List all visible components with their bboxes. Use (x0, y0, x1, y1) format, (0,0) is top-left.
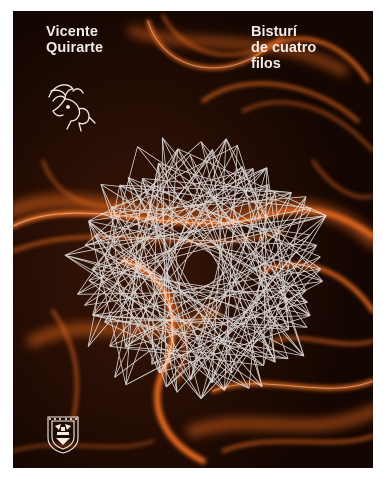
string-art-line (84, 138, 227, 306)
author-line-2: Quirarte (46, 40, 104, 56)
string-art-line (137, 146, 305, 357)
string-art-line (91, 268, 250, 389)
string-art-line (94, 184, 269, 237)
book-title: Bisturí de cuatro filos (251, 24, 316, 72)
string-art-line (127, 177, 321, 258)
string-art-line (212, 149, 233, 374)
title-line-3: filos (251, 56, 281, 72)
string-art-line (190, 166, 243, 381)
string-art-figure (64, 137, 327, 400)
string-art-line (92, 215, 327, 270)
pegasus-emblem-icon (48, 84, 96, 132)
string-art-line (141, 178, 213, 383)
string-art-line (104, 244, 317, 323)
author-line-1: Vicente (46, 24, 99, 40)
string-art-line (110, 206, 213, 383)
string-art-line (92, 167, 268, 316)
string-art-line (119, 184, 292, 193)
string-art-line (88, 220, 160, 373)
title-line-2: de cuatro (251, 40, 317, 56)
string-art-line (189, 155, 263, 388)
string-art-line (84, 244, 289, 330)
string-art-line (158, 196, 307, 373)
string-art-line (92, 149, 213, 316)
string-art-line (241, 166, 311, 316)
light-trails-background (13, 11, 373, 468)
string-art-line (127, 177, 178, 393)
string-art-line (64, 167, 267, 256)
string-art-line (92, 268, 308, 303)
string-art-line (189, 155, 290, 330)
string-art-line (110, 206, 263, 388)
string-art-line (241, 166, 276, 363)
string-art-line (177, 148, 276, 363)
string-art-line (91, 154, 191, 270)
string-art-line (200, 141, 290, 330)
string-art-line (231, 215, 327, 374)
string-art-line (200, 141, 323, 282)
unam-seal-icon (47, 416, 79, 454)
string-art-line (263, 167, 268, 366)
string-art-line (200, 141, 263, 387)
string-art-line (274, 192, 290, 330)
string-art-line (119, 184, 308, 303)
string-art-line (158, 192, 276, 373)
string-art-line (114, 215, 327, 378)
string-art-line (166, 256, 321, 388)
title-line-1: Bisturí (251, 24, 297, 40)
string-art-line (109, 256, 321, 347)
string-art-line (141, 178, 202, 399)
string-art-line (92, 314, 289, 330)
string-art-line (100, 184, 311, 316)
string-art-line (225, 138, 305, 357)
book-cover: Vicente Quirarte Bisturí de cuatro filos (13, 11, 373, 468)
string-art-line (88, 280, 225, 391)
string-art-line (109, 167, 268, 347)
string-art-line (158, 163, 178, 393)
string-art-line (252, 168, 276, 363)
string-art-line (158, 162, 276, 363)
string-art-line (64, 207, 312, 256)
string-art-line (248, 184, 269, 389)
string-art-line (142, 178, 305, 357)
string-art-line (158, 148, 179, 373)
string-art-line (200, 196, 307, 399)
string-art-line (151, 138, 227, 365)
string-art-line (266, 167, 290, 330)
string-art-line (263, 196, 307, 366)
string-art-line (125, 234, 311, 348)
string-art-line (190, 184, 269, 381)
string-art-line (211, 192, 276, 383)
string-art-line (211, 268, 322, 384)
string-art-line (92, 314, 289, 360)
string-art-line (161, 137, 276, 363)
string-art-line (224, 245, 318, 391)
string-art-line (159, 329, 289, 374)
string-art-line (94, 235, 317, 246)
string-art-line (125, 207, 312, 348)
string-art-line (124, 163, 159, 348)
string-art-line (119, 185, 225, 391)
string-art-line (100, 213, 323, 282)
string-art-line (190, 168, 254, 381)
string-art-line (77, 192, 292, 295)
string-art-line (137, 146, 322, 270)
string-art-line (84, 184, 269, 306)
string-art-line (200, 207, 312, 400)
string-art-line (224, 192, 292, 391)
author-name: Vicente Quirarte (46, 24, 103, 56)
